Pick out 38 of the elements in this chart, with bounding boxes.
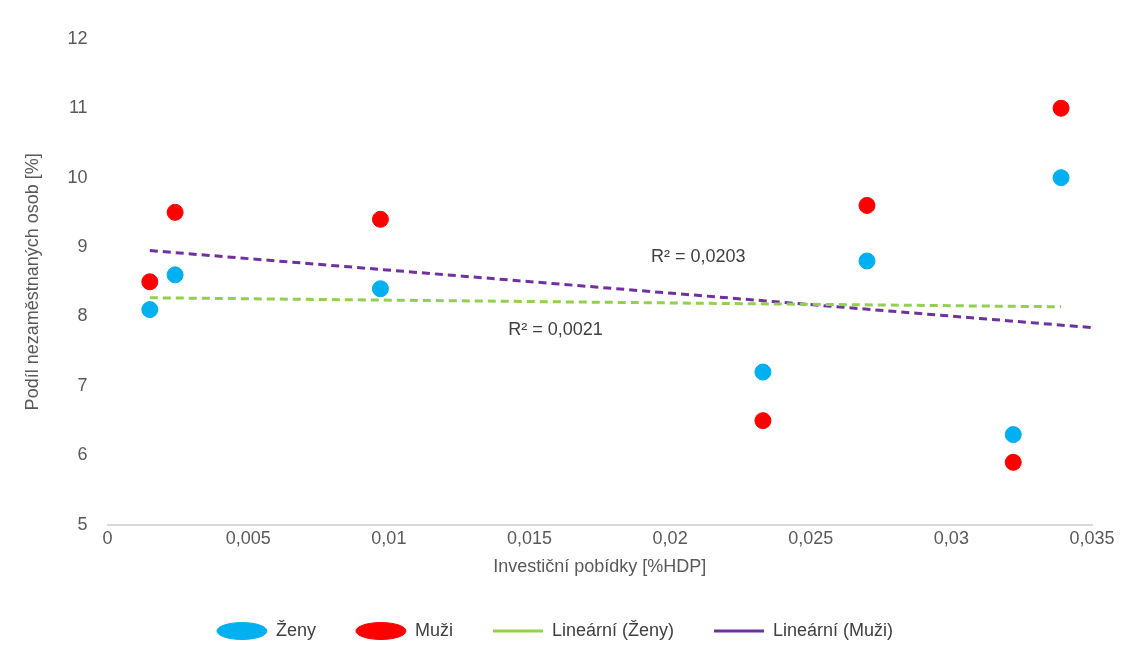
y-axis-title: Podíl nezaměstnaných osob [%] [21, 153, 42, 411]
point [371, 280, 389, 298]
annotation: R² = 0,0203 [650, 246, 746, 267]
point [858, 196, 876, 214]
x-tick-label: 0,025 [788, 527, 834, 548]
legend-label: Lineární (Muži) [773, 619, 894, 640]
legend-label: Ženy [275, 619, 316, 640]
point [754, 363, 772, 381]
point [166, 203, 184, 221]
y-tick-label: 5 [77, 513, 88, 534]
point [141, 301, 159, 319]
y-tick-label: 6 [77, 444, 88, 465]
point [858, 252, 876, 270]
y-tick-label: 7 [77, 374, 88, 395]
y-tick-label: 8 [77, 305, 88, 326]
y-tick-label: 11 [68, 97, 88, 118]
legend-label: Lineární (Ženy) [551, 619, 675, 640]
point [754, 412, 772, 430]
point [1004, 426, 1022, 444]
point [1052, 99, 1070, 117]
x-tick-label: 0,01 [371, 527, 407, 548]
x-tick-label: 0,035 [1069, 527, 1115, 548]
annotation: R² = 0,0021 [508, 319, 603, 340]
y-tick-label: 9 [77, 236, 88, 257]
point [1004, 453, 1022, 471]
x-axis-title: Investiční pobídky [%HDP] [493, 556, 707, 577]
point [166, 266, 184, 284]
point [141, 273, 159, 291]
x-tick-label: 0 [102, 527, 113, 548]
x-tick-label: 0,005 [225, 527, 271, 548]
y-tick-label: 12 [67, 27, 88, 48]
point [371, 210, 389, 228]
legend-label: Muži [414, 619, 453, 640]
x-tick-label: 0,015 [506, 527, 553, 548]
y-tick-label: 10 [67, 166, 88, 187]
x-tick-label: 0,02 [652, 527, 688, 548]
point [1052, 169, 1070, 187]
x-tick-label: 0,03 [933, 527, 969, 548]
